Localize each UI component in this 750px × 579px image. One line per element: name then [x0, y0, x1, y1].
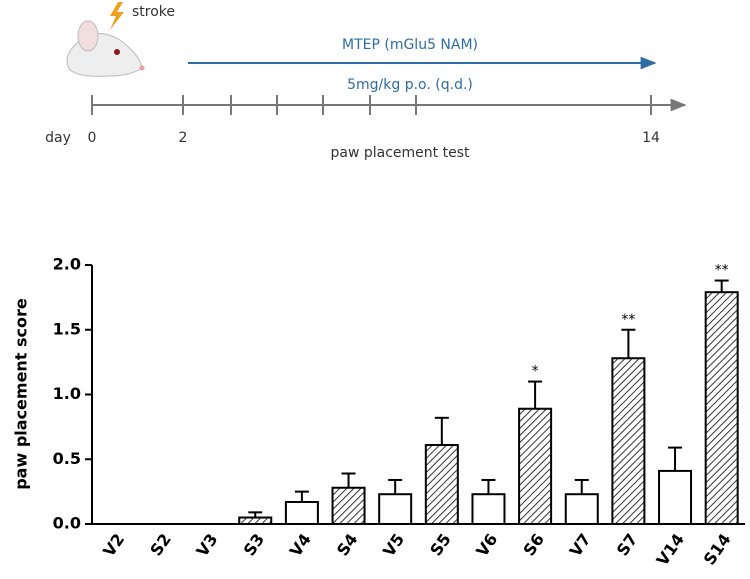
x-tick-label: S5: [426, 530, 455, 559]
bar: [424, 444, 459, 526]
bar: [611, 357, 646, 525]
y-tick-label: 2.0: [53, 255, 81, 274]
bar: [658, 469, 693, 525]
bar: [704, 291, 739, 525]
x-tick-label: V7: [566, 530, 595, 560]
x-tick-label: S6: [520, 530, 549, 559]
significance-label: *: [532, 364, 539, 380]
day-tick: 2: [179, 130, 188, 146]
significance-label: **: [715, 263, 729, 279]
mouse-icon: [66, 20, 145, 77]
x-tick-label: S2: [146, 530, 175, 559]
bar: [331, 486, 366, 525]
day-tick: 14: [642, 130, 660, 146]
day-tick: 0: [88, 130, 97, 146]
y-axis-title: paw placement score: [12, 298, 31, 490]
y-tick-label: 0.5: [53, 449, 81, 468]
x-tick-label: S3: [240, 530, 269, 559]
bar-chart: 0.0 0.5 1.0 1.5 2.0 V2 S2 V3 S3 V4 S4 V5 S5 V6 * S6 V7 **…: [53, 255, 745, 569]
x-tick-label: S4: [333, 530, 362, 559]
bar: [518, 407, 553, 525]
y-tick-label: 1.0: [53, 384, 81, 403]
bar: [284, 500, 319, 525]
bar: [564, 493, 599, 525]
timeline-ticks: [91, 95, 652, 115]
x-tick-label: S7: [613, 530, 642, 559]
x-tick-label: V2: [99, 530, 128, 560]
x-tick-label: V14: [653, 530, 688, 569]
x-tick-label: V4: [286, 530, 315, 560]
y-tick-label: 1.5: [53, 319, 81, 338]
x-tick-label: V3: [193, 530, 222, 560]
x-tick-label: S14: [700, 530, 735, 569]
lightning-icon: [110, 2, 124, 30]
treatment-label: MTEP (mGlu5 NAM): [342, 37, 478, 53]
bar: [238, 516, 273, 526]
test-label: paw placement test: [331, 145, 470, 161]
dose-label: 5mg/kg p.o. (q.d.): [347, 77, 473, 93]
y-tick-label: 0.0: [53, 514, 81, 533]
bar: [378, 493, 413, 525]
bar: [471, 493, 506, 525]
x-tick-label: V5: [379, 530, 408, 560]
event-label: stroke: [132, 4, 175, 20]
significance-label: **: [621, 312, 635, 328]
day-label: day: [45, 130, 71, 146]
x-tick-label: V6: [472, 530, 501, 560]
